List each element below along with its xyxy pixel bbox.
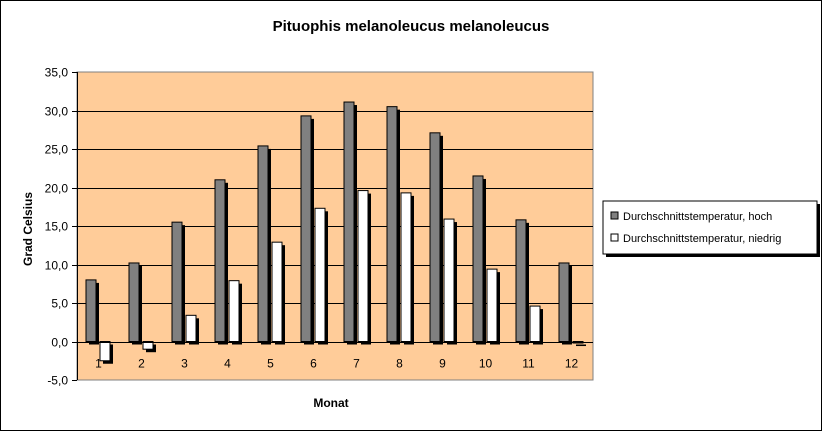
x-tick-label: 8 xyxy=(396,357,403,371)
bar xyxy=(357,190,369,342)
legend-swatch xyxy=(610,211,619,220)
bar xyxy=(472,175,484,342)
bar xyxy=(486,268,498,342)
bar xyxy=(99,341,111,362)
legend-box xyxy=(602,200,818,255)
x-tick-label: 3 xyxy=(181,357,188,371)
x-tick-label: 9 xyxy=(439,357,446,371)
plot-area: -5,00,05,010,015,020,025,030,035,01 2 3 4 5 6… xyxy=(45,66,594,388)
bar xyxy=(300,115,312,342)
bar xyxy=(314,207,326,342)
bar xyxy=(185,314,197,343)
bar xyxy=(257,145,269,342)
bar xyxy=(558,262,570,342)
y-tick-label: -5,0 xyxy=(47,374,68,388)
bar xyxy=(214,179,226,342)
y-tick-label: 10,0 xyxy=(45,259,69,273)
bar-shadow xyxy=(576,344,586,347)
bar xyxy=(85,279,97,342)
bar xyxy=(228,280,240,343)
x-axis-label: Monat xyxy=(313,396,348,410)
y-tick-label: 35,0 xyxy=(45,66,69,80)
y-tick-label: 15,0 xyxy=(45,220,69,234)
y-tick-label: 30,0 xyxy=(45,105,69,119)
bar xyxy=(443,218,455,343)
x-tick-label: 1 xyxy=(95,357,102,371)
bar xyxy=(271,241,283,342)
y-tick-label: 5,0 xyxy=(51,297,68,311)
bar xyxy=(400,192,412,342)
bar xyxy=(142,341,154,350)
x-tick-label: 2 xyxy=(138,357,145,371)
bar xyxy=(515,219,527,342)
y-tick-label: 20,0 xyxy=(45,182,69,196)
bar xyxy=(529,305,541,342)
x-tick-label: 5 xyxy=(267,357,274,371)
bar xyxy=(343,101,355,342)
legend-label: Durchschnittstemperatur, niedrig xyxy=(623,233,781,245)
legend-label: Durchschnittstemperatur, hoch xyxy=(623,211,772,223)
bar xyxy=(171,221,183,342)
y-axis-label: Grad Celsius xyxy=(21,192,35,266)
chart-title: Pituophis melanoleucus melanoleucus xyxy=(273,18,550,35)
x-tick-label: 7 xyxy=(353,357,360,371)
bar xyxy=(429,132,441,342)
legend: Durchschnittstemperatur, hoch Durchschnit… xyxy=(602,200,820,257)
x-tick-label: 6 xyxy=(310,357,317,371)
y-tick-label: 25,0 xyxy=(45,143,69,157)
y-tick-label: 0,0 xyxy=(51,336,68,350)
bar xyxy=(386,106,398,343)
x-tick-label: 4 xyxy=(224,357,231,371)
x-tick-label: 10 xyxy=(479,357,493,371)
legend-swatch xyxy=(610,233,619,242)
x-tick-label: 12 xyxy=(565,357,579,371)
x-tick-label: 11 xyxy=(522,357,535,371)
bar xyxy=(128,262,140,342)
